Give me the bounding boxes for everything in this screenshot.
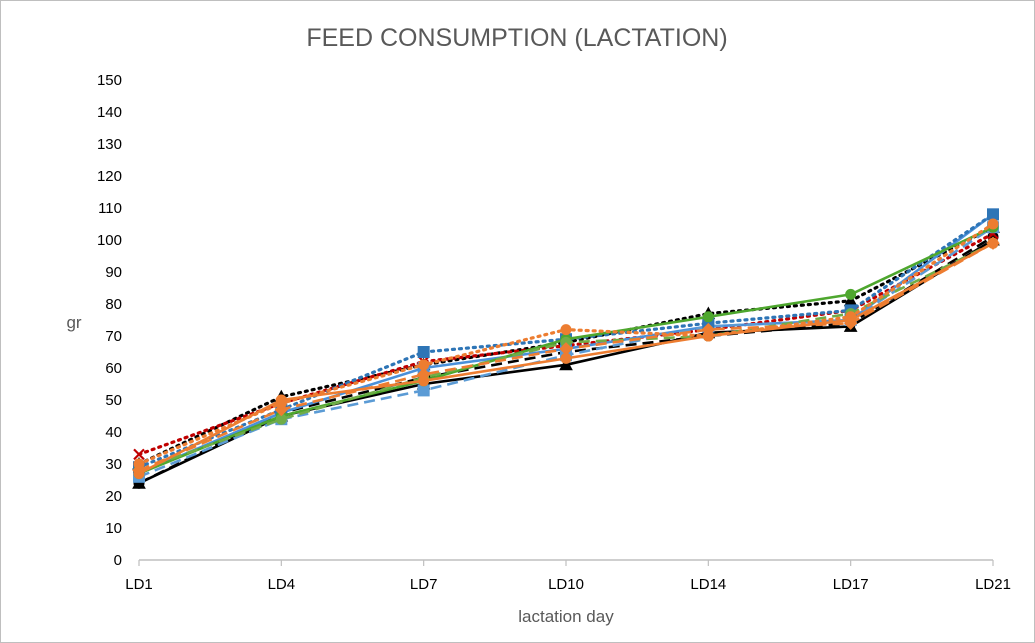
x-axis-ticks: LD1 LD4 LD7 LD10 LD14 LD17 LD21 (125, 560, 1011, 593)
series-12 (133, 218, 999, 470)
x-axis-label: lactation day (518, 607, 614, 626)
data-point (416, 367, 431, 382)
y-axis-ticks: 0 10 20 30 40 50 60 70 80 90 100 110 120 130 140 150 (97, 72, 122, 569)
data-point (845, 288, 857, 300)
data-point (133, 448, 145, 461)
y-axis-label: gr (66, 313, 81, 332)
series-10 (133, 237, 999, 480)
data-point (559, 342, 573, 356)
data-point (987, 218, 999, 230)
data-point (560, 324, 572, 336)
x-tick-label: LD7 (410, 576, 438, 593)
x-tick-label: LD1 (125, 576, 153, 593)
y-tick-label: 50 (105, 392, 122, 409)
y-tick-label: 40 (105, 424, 122, 441)
x-tick-label: LD10 (548, 576, 584, 593)
y-tick-label: 60 (105, 360, 122, 377)
y-tick-label: 10 (105, 520, 122, 537)
series-layer (132, 208, 1000, 489)
data-point (275, 397, 287, 409)
data-point (986, 236, 1000, 250)
y-tick-label: 100 (97, 232, 122, 249)
x-tick-label: LD4 (268, 576, 296, 593)
y-tick-label: 70 (105, 328, 122, 345)
data-point (418, 359, 430, 371)
y-tick-label: 90 (105, 264, 122, 281)
y-tick-label: 140 (97, 104, 122, 121)
y-tick-label: 30 (105, 456, 122, 473)
y-tick-label: 0 (114, 552, 122, 569)
data-point (417, 384, 430, 397)
data-point (417, 346, 430, 358)
y-tick-label: 80 (105, 296, 122, 313)
y-tick-label: 20 (105, 488, 122, 505)
data-point (987, 208, 999, 221)
y-tick-label: 150 (97, 72, 122, 89)
y-tick-label: 120 (97, 168, 122, 185)
chart-title: FEED CONSUMPTION (LACTATION) (306, 24, 727, 52)
y-tick-label: 110 (98, 200, 122, 217)
y-tick-label: 130 (97, 136, 122, 153)
data-point (559, 357, 573, 371)
data-point (133, 458, 145, 470)
x-tick-label: LD14 (690, 576, 726, 593)
x-tick-label: LD17 (833, 576, 869, 593)
data-point (702, 311, 714, 323)
data-point (702, 330, 714, 342)
x-tick-label: LD21 (975, 576, 1011, 593)
data-point (845, 311, 857, 323)
